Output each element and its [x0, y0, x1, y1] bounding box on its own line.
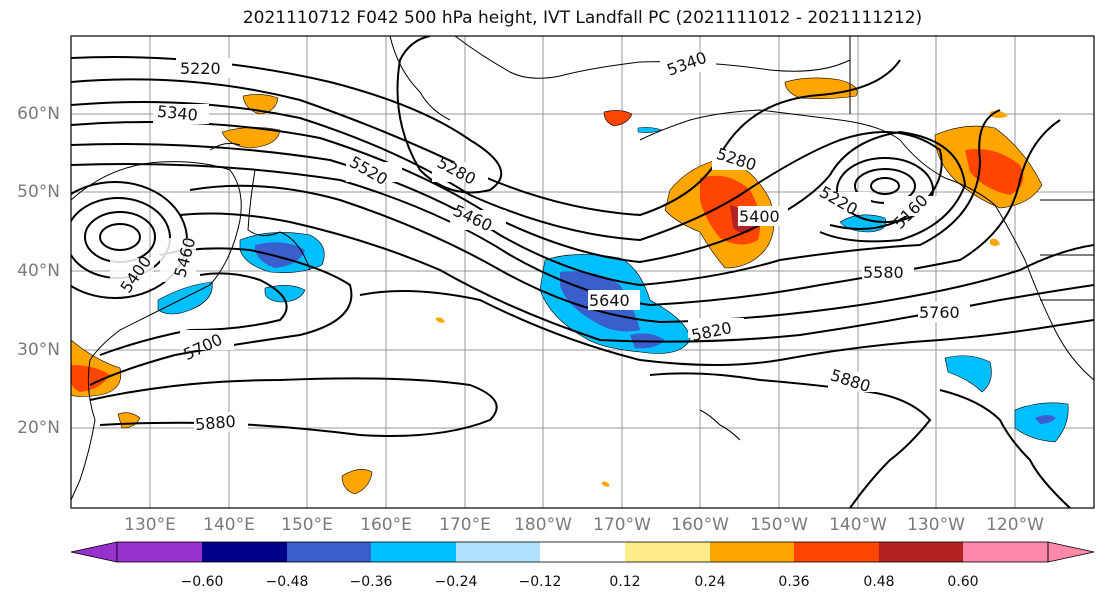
lat-label: 20°N	[17, 418, 60, 438]
colorbar-swatch	[117, 542, 202, 562]
colorbar-swatch	[456, 542, 540, 562]
lat-label: 50°N	[17, 182, 60, 202]
lon-label: 160°W	[671, 515, 729, 535]
lon-label: 150°W	[750, 515, 808, 535]
lon-label: 130°E	[124, 515, 176, 535]
colorbar-swatch	[710, 542, 794, 562]
lat-label: 40°N	[17, 261, 60, 281]
colorbar-extend-high	[1047, 541, 1095, 563]
colorbar-swatch	[879, 542, 963, 562]
contour-label: 5760	[919, 303, 960, 322]
lon-label: 140°E	[203, 515, 255, 535]
map-frame	[70, 35, 1095, 509]
lon-label: 160°E	[360, 515, 412, 535]
colorbar-tick-label: 0.60	[947, 574, 979, 590]
colorbar-swatch	[540, 542, 625, 562]
colorbar-swatch	[287, 542, 371, 562]
colorbar	[70, 541, 1095, 563]
lon-label: 130°W	[907, 515, 965, 535]
colorbar-tick-label: −0.24	[434, 574, 478, 590]
colorbar-tick-label: −0.48	[265, 574, 309, 590]
lon-label: 180°W	[514, 515, 572, 535]
contour-label: 5640	[589, 291, 630, 310]
contour-label: 5280	[434, 153, 479, 189]
colorbar-tick-label: −0.12	[518, 574, 562, 590]
contour-label: 5220	[180, 59, 221, 78]
colorbar-tick-label: 0.12	[609, 574, 641, 590]
colorbar-swatch	[794, 542, 879, 562]
lon-label: 120°W	[986, 515, 1044, 535]
contour-label: 5580	[863, 263, 904, 282]
colorbar-tick-label: 0.48	[863, 574, 895, 590]
contour-labels: 5220 5340 5340 5520 5280 5460 5400 5280 …	[110, 48, 970, 434]
lat-label: 60°N	[17, 104, 60, 124]
colorbar-tick-label: −0.36	[349, 574, 393, 590]
lon-label: 140°W	[829, 515, 887, 535]
colorbar-tick-label: 0.36	[778, 574, 810, 590]
colorbar-swatch	[963, 542, 1048, 562]
lon-label: 170°W	[593, 515, 651, 535]
map-title: 2021110712 F042 500 hPa height, IVT Land…	[242, 8, 923, 28]
lon-label: 170°E	[439, 515, 491, 535]
coastlines	[71, 36, 1094, 501]
contour-label: 5340	[156, 102, 198, 125]
colorbar-tick-label: −0.60	[180, 574, 224, 590]
ivt-shading	[71, 77, 1069, 495]
colorbar-swatch	[202, 542, 287, 562]
lat-label: 30°N	[17, 340, 60, 360]
contour-label: 5880	[194, 412, 236, 434]
graticule	[71, 36, 1094, 508]
colorbar-tick-label: 0.24	[694, 574, 726, 590]
lon-label: 150°E	[281, 515, 333, 535]
contour-label: 5460	[450, 201, 495, 235]
colorbar-extend-low	[70, 541, 118, 563]
colorbar-swatch	[625, 542, 710, 562]
contour-label: 5400	[739, 207, 780, 226]
height-contours	[71, 36, 1094, 508]
colorbar-swatch	[371, 542, 456, 562]
